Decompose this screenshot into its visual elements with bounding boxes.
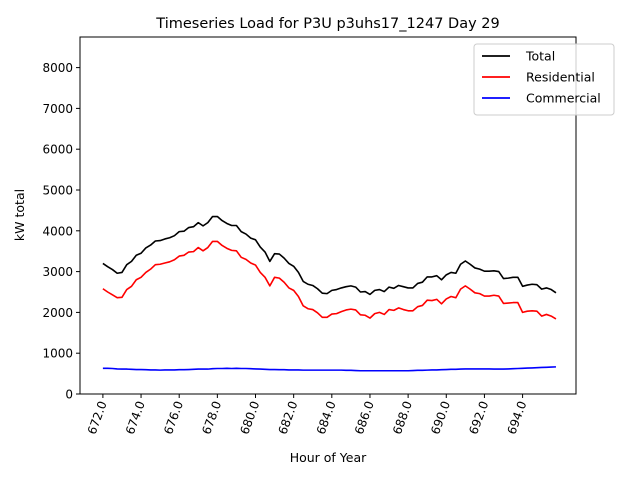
legend-label-residential: Residential: [526, 70, 595, 85]
y-tick-label: 8000: [42, 61, 73, 75]
series-line-total: [102, 215, 557, 296]
y-tick-label: 7000: [42, 102, 73, 116]
chart-title: Timeseries Load for P3U p3uhs17_1247 Day…: [155, 16, 499, 32]
y-axis-label: kW total: [12, 189, 27, 241]
y-tick-label: 1000: [42, 347, 73, 361]
series-line-commercial: [102, 366, 557, 372]
series-layer: [102, 215, 557, 372]
y-tick-label: 2000: [42, 306, 73, 320]
series-line-residential: [102, 240, 557, 320]
legend-label-commercial: Commercial: [526, 91, 601, 106]
plot-frame: [79, 36, 577, 395]
x-axis-label: Hour of Year: [290, 450, 367, 465]
y-tick-label: 4000: [42, 224, 73, 238]
legend-label-total: Total: [525, 49, 555, 64]
y-axis: 0 1000 2000 3000 4000 5000 6000 7000 8000: [42, 61, 80, 402]
y-tick-label: 0: [65, 388, 73, 402]
y-tick-label: 3000: [42, 265, 73, 279]
y-tick-label: 5000: [42, 184, 73, 198]
legend: Total Residential Commercial: [473, 43, 615, 116]
y-tick-label: 6000: [42, 143, 73, 157]
